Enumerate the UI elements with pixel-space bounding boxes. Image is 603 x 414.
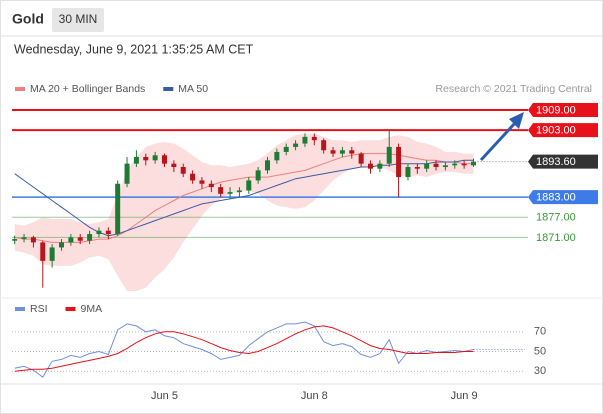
candle-body <box>471 161 476 166</box>
timestamp: Wednesday, June 9, 2021 1:35:25 AM CET <box>14 42 254 56</box>
legend-swatch <box>15 307 25 311</box>
candle-body <box>152 155 158 161</box>
candle-body <box>30 237 36 243</box>
candle-body <box>349 150 355 154</box>
candle-body <box>339 150 345 154</box>
candle-body <box>330 150 336 154</box>
forecast-arrow <box>479 121 517 162</box>
legend-swatch <box>15 87 25 91</box>
price-level-label: 1871.00 <box>536 232 576 244</box>
candle-body <box>199 180 205 184</box>
candle-body <box>208 183 214 188</box>
candle-body <box>190 173 196 181</box>
candle-body <box>302 136 308 144</box>
candle-body <box>59 242 64 248</box>
candle-body <box>227 192 233 194</box>
candle-body <box>124 163 130 184</box>
candle-body <box>21 237 27 240</box>
forecast-arrowhead <box>509 112 524 129</box>
y-tick-label: 50 <box>534 345 546 357</box>
y-tick-label: 30 <box>534 365 546 377</box>
candle-body <box>12 239 18 241</box>
candle-body <box>293 143 299 147</box>
instrument-title: Gold <box>12 11 44 27</box>
candle-body <box>96 230 102 235</box>
price-level-tag <box>528 123 598 138</box>
x-tick-label: Jun 5 <box>151 390 178 402</box>
candle-body <box>49 247 55 261</box>
candle-body <box>255 170 261 181</box>
x-tick-label: Jun 9 <box>451 390 478 402</box>
price-level-label: 1909.00 <box>536 104 576 116</box>
price-level-label: 1883.00 <box>536 192 576 204</box>
candle-body <box>461 163 467 166</box>
x-tick-label: Jun 8 <box>301 390 328 402</box>
candle-body <box>68 237 74 243</box>
price-level-tag <box>528 190 598 205</box>
candle-body <box>143 156 149 161</box>
y-tick-label: 70 <box>534 326 546 338</box>
candle-body <box>171 163 177 168</box>
candle-body <box>133 156 139 164</box>
candle-body <box>321 140 327 151</box>
candle-body <box>452 163 458 166</box>
candle-body <box>442 165 448 168</box>
candle-body <box>236 190 242 193</box>
price-level-tag <box>528 103 598 118</box>
legend-swatch <box>65 307 76 311</box>
candle-body <box>396 146 402 178</box>
candle-body <box>424 163 430 169</box>
candle-body <box>274 151 280 161</box>
candle-body <box>105 230 111 235</box>
candle-body <box>162 155 167 164</box>
candle-body <box>77 237 83 241</box>
credit: Research © 2021 Trading Central <box>435 83 592 95</box>
candle-body <box>87 234 93 241</box>
candle-body <box>405 167 411 178</box>
indicator-line <box>14 325 474 372</box>
interval-badge[interactable] <box>52 8 104 32</box>
candle-body <box>218 187 224 194</box>
legend-swatch <box>163 87 174 91</box>
legend-label: RSI <box>30 303 48 315</box>
candle-body <box>180 167 186 174</box>
indicator-line <box>14 321 474 378</box>
candle-body <box>115 183 121 235</box>
interval-label[interactable]: 30 MIN <box>59 12 98 26</box>
legend-label: MA 50 <box>178 83 208 95</box>
candle-body <box>386 146 392 164</box>
legend-label: 9MA <box>81 303 103 315</box>
candle-body <box>377 163 383 169</box>
candle-body <box>283 146 289 152</box>
plot: MA 20 + Bollinger Bands MA 50 Research © 2… <box>12 83 598 402</box>
candle-body <box>368 163 373 169</box>
last-price-label: 1893.60 <box>536 156 576 168</box>
candle-body <box>265 160 270 171</box>
last-price-tag <box>528 154 598 169</box>
candle-body <box>433 163 439 168</box>
candle-body <box>414 167 420 169</box>
candle-body <box>311 136 317 141</box>
candle-body <box>246 180 252 191</box>
price-level-label: 1903.00 <box>536 125 576 137</box>
legend-label: MA 20 + Bollinger Bands <box>30 83 145 95</box>
candle-body <box>40 242 46 261</box>
price-level-label: 1877.00 <box>536 212 576 224</box>
candle-body <box>358 153 364 164</box>
